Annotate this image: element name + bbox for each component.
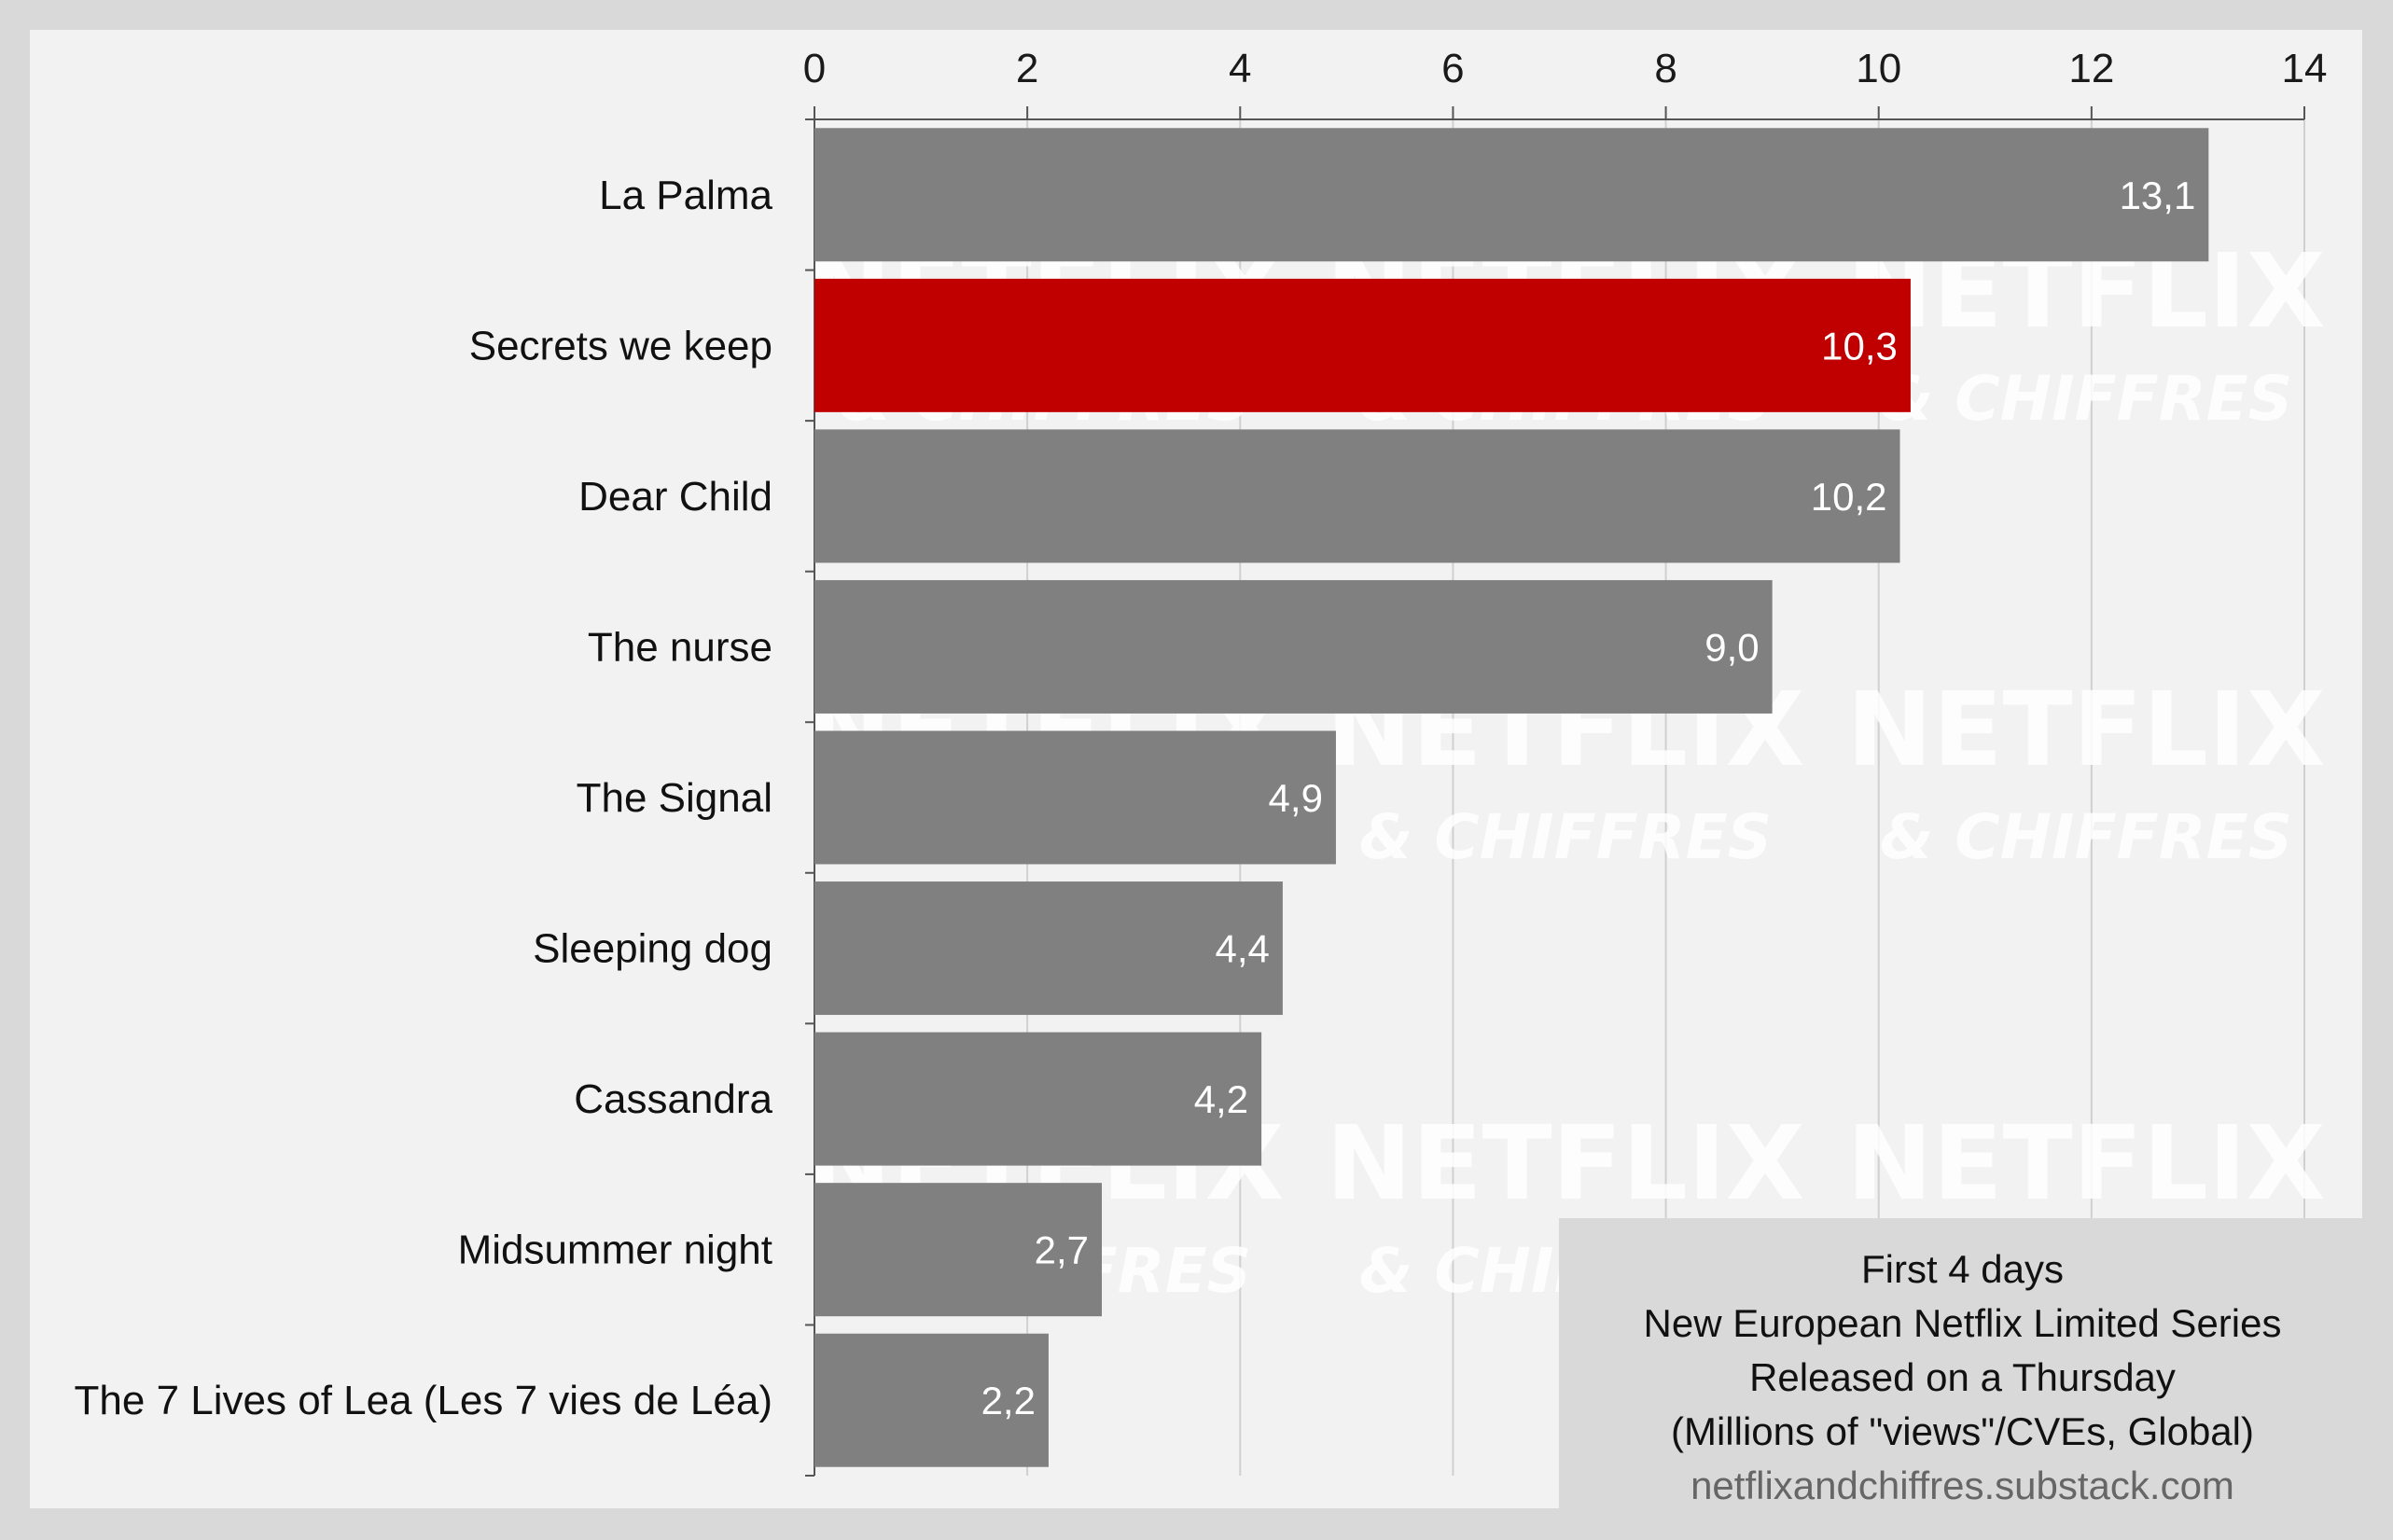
category-label: The 7 Lives of Lea (Les 7 vies de Léa) — [75, 1378, 772, 1423]
bar-value-label: 2,7 — [1035, 1228, 1089, 1272]
bar — [814, 429, 1900, 563]
bar-value-label: 10,2 — [1811, 475, 1887, 519]
bar-value-label: 10,3 — [1821, 324, 1898, 368]
legend-line-4: (Millions of "views"/CVEs, Global) — [1671, 1409, 2254, 1453]
legend-line-2: New European Netflix Limited Series — [1643, 1301, 2282, 1345]
legend-line-1: First 4 days — [1860, 1247, 2065, 1291]
bar — [814, 1333, 1049, 1467]
category-label: Cassandra — [574, 1076, 772, 1122]
x-tick-label: 6 — [1441, 46, 1464, 91]
x-tick-label: 12 — [2068, 46, 2114, 91]
bar — [814, 128, 2209, 262]
watermark-title: NETFLIX — [1326, 1103, 1804, 1223]
watermark-title: NETFLIX — [1846, 1103, 2325, 1223]
category-label: La Palma — [599, 173, 772, 218]
bar-value-label: 13,1 — [2120, 173, 2196, 217]
bar-value-label: 4,2 — [1194, 1077, 1248, 1121]
category-label: Dear Child — [578, 474, 772, 520]
x-tick-label: 0 — [803, 46, 826, 91]
x-tick-label: 2 — [1016, 46, 1038, 91]
legend-line-3: Released on a Thursday — [1749, 1355, 2176, 1399]
watermark-title: NETFLIX — [1846, 670, 2325, 789]
bar-value-label: 9,0 — [1704, 625, 1759, 669]
bar-value-label: 4,4 — [1216, 927, 1270, 971]
legend-box: First 4 days New European Netflix Limite… — [1559, 1218, 2366, 1509]
bar — [814, 1032, 1262, 1166]
category-labels: La Palma Secrets we keep Dear Child The nur… — [75, 173, 773, 1423]
bar — [814, 730, 1336, 865]
watermark-subtitle: & CHIFFRES — [1880, 801, 2292, 873]
category-label: Midsummer night — [458, 1228, 772, 1273]
bar-value-label: 2,2 — [981, 1379, 1036, 1422]
bars: 13,1 10,3 10,2 9,0 4,9 4,4 4,2 2,7 2,2 — [814, 128, 2209, 1467]
bar-value-label: 4,9 — [1269, 776, 1323, 820]
x-tick-label: 4 — [1229, 46, 1251, 91]
bar — [814, 278, 1911, 412]
category-label: The Signal — [577, 775, 772, 821]
x-tick-label: 8 — [1654, 46, 1676, 91]
x-tick-label: 10 — [1856, 46, 1901, 91]
bar — [814, 579, 1773, 714]
watermark-subtitle: & CHIFFRES — [1359, 801, 1772, 873]
bar — [814, 1183, 1102, 1317]
x-tick-label: 14 — [2282, 46, 2328, 91]
category-label: Sleeping dog — [533, 926, 772, 972]
watermark-subtitle: & CHIFFRES — [1880, 363, 2292, 435]
source-url: netflixandchiffres.substack.com — [1690, 1464, 2234, 1507]
category-label: The nurse — [588, 624, 772, 670]
bar — [814, 881, 1283, 1016]
category-label: Secrets we keep — [469, 323, 772, 368]
